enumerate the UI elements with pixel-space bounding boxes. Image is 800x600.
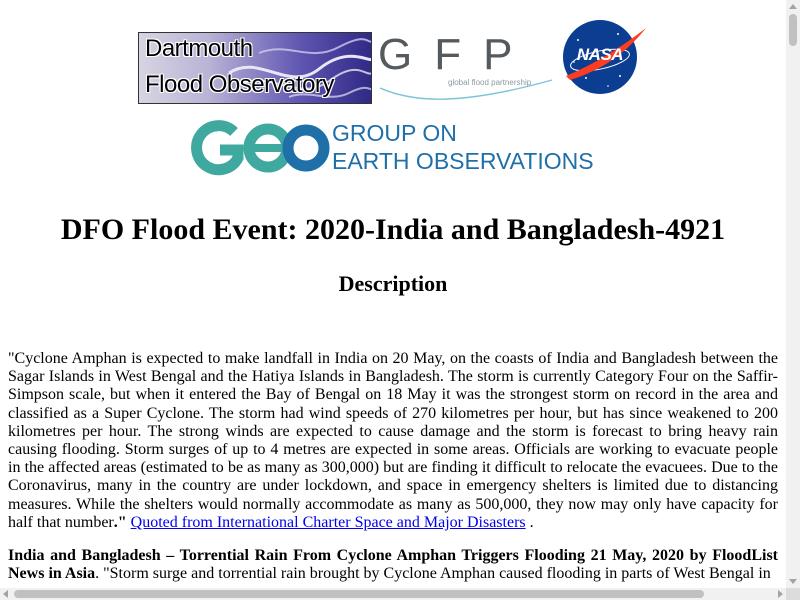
vertical-scroll-thumb[interactable] bbox=[789, 14, 797, 46]
group-on-earth-observations-logo[interactable]: GROUP ON EARTH OBSERVATIONS bbox=[190, 118, 600, 180]
description-paragraph: "Cyclone Amphan is expected to make land… bbox=[8, 350, 778, 532]
global-flood-partnership-logo[interactable]: GFP global flood partnership bbox=[376, 30, 556, 106]
description-trailing: . bbox=[525, 513, 534, 531]
scrollbar-corner bbox=[786, 588, 800, 600]
quote-end: ." bbox=[113, 513, 127, 531]
gfp-letters: GFP bbox=[378, 30, 535, 79]
scroll-down-arrow-icon[interactable] bbox=[789, 579, 797, 584]
floodlist-title: India and Bangladesh – Torrential Rain F… bbox=[8, 547, 778, 583]
gfp-tagline: global flood partnership bbox=[448, 78, 532, 87]
geo-logo-line1: GROUP ON bbox=[332, 120, 457, 146]
scroll-up-arrow-icon[interactable] bbox=[789, 4, 797, 9]
description-heading: Description bbox=[338, 271, 448, 296]
vertical-scrollbar[interactable] bbox=[786, 0, 800, 588]
international-charter-link[interactable]: Quoted from International Charter Space … bbox=[130, 513, 526, 531]
dfo-logo-line2: Flood Observatory bbox=[145, 71, 334, 98]
floodlist-text: . "Storm surge and torrential rain broug… bbox=[95, 565, 771, 583]
wave-graphic bbox=[228, 38, 371, 98]
description-quote: "Cyclone Amphan is expected to make land… bbox=[8, 350, 778, 531]
dartmouth-flood-observatory-logo[interactable]: Dartmouth Flood Observatory bbox=[138, 32, 372, 104]
gfp-swoosh-icon bbox=[379, 79, 553, 100]
nasa-meatball-icon bbox=[563, 20, 646, 94]
floodlist-paragraph: India and Bangladesh – Torrential Rain F… bbox=[8, 547, 778, 583]
scroll-right-arrow-icon[interactable] bbox=[778, 590, 783, 598]
dfo-logo-line1: Dartmouth bbox=[145, 35, 253, 62]
nasa-logo[interactable]: NASA bbox=[560, 18, 648, 96]
nasa-wordmark: NASA bbox=[576, 45, 624, 64]
horizontal-scrollbar[interactable] bbox=[0, 588, 786, 600]
horizontal-scroll-thumb[interactable] bbox=[14, 590, 704, 598]
scroll-left-arrow-icon[interactable] bbox=[3, 590, 8, 598]
geo-mark-icon bbox=[191, 120, 330, 176]
page-content: Dartmouth Flood Observatory GFP global f… bbox=[8, 18, 778, 583]
geo-logo-line2: EARTH OBSERVATIONS bbox=[332, 148, 594, 174]
page-title: DFO Flood Event: 2020-India and Banglade… bbox=[60, 213, 726, 246]
